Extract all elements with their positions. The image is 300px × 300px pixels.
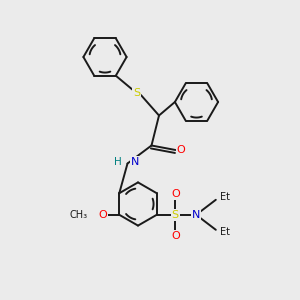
Text: O: O	[171, 231, 180, 241]
Text: O: O	[176, 145, 185, 155]
Text: H: H	[114, 157, 122, 167]
Text: O: O	[171, 189, 180, 199]
Text: Et: Et	[220, 192, 230, 203]
Text: CH₃: CH₃	[69, 210, 87, 220]
Text: O: O	[98, 210, 107, 220]
Text: N: N	[192, 210, 200, 220]
Text: S: S	[172, 210, 179, 220]
Text: Et: Et	[220, 227, 230, 237]
Text: S: S	[133, 88, 140, 98]
Text: N: N	[131, 157, 140, 167]
